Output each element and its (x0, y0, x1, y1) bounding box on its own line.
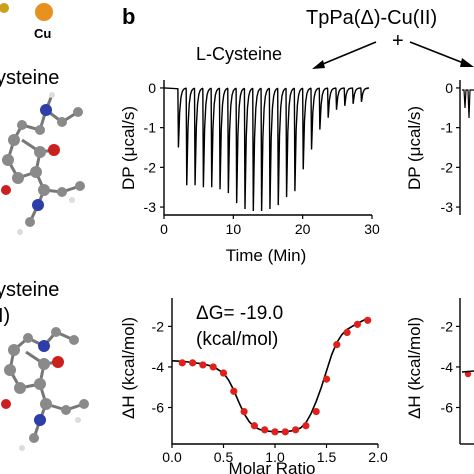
molecule-label-bottom-2: I) (0, 305, 10, 327)
cropped-right-top-tick-label: -2 (441, 159, 454, 175)
integrated-heat-x-tick-label: 0.5 (214, 449, 234, 465)
arrow-right-line (409, 41, 467, 65)
molecule-atoms-bottom (1, 327, 89, 451)
thermogram-x-axis-label: Time (Min) (226, 246, 307, 265)
cropped-right-trace-fragment (462, 89, 474, 119)
molecule-panel: Cu ysteine ysteine I) (0, 3, 89, 451)
cropped-right-top-tick-label: 0 (445, 80, 453, 96)
cropped-right-top-tick-label: -1 (441, 120, 454, 136)
thermogram-y-tick-label: -1 (144, 120, 157, 136)
thermogram-x-tick-label: 30 (364, 221, 380, 237)
data-point (333, 341, 341, 349)
integrated-heat-y-tick-label: -2 (152, 318, 165, 334)
integrated-heat-y-tick-label: -6 (152, 400, 165, 416)
data-point (322, 375, 331, 383)
cu-atom-icon (35, 3, 53, 21)
molecule-label-top: ysteine (0, 67, 59, 89)
cropped-right-panel: DP (μcal/s) ΔH (kcal/mol) 0 -1 -2 -3 -2 -4 -6 (405, 80, 474, 445)
data-points (178, 316, 372, 436)
data-point (189, 359, 197, 367)
integrated-heat-chart: -2 -4 -6 0.0 0.5 1.0 1.5 2.0 ΔG= -19.0 (kcal/mo… (119, 298, 388, 474)
data-point (240, 407, 248, 416)
data-point (292, 426, 300, 434)
data-point (230, 387, 238, 395)
annotation-units: (kcal/mol) (196, 329, 278, 350)
integrated-heat-x-tick-label: 0.0 (162, 449, 182, 465)
data-point (312, 407, 320, 416)
cropped-right-bottom-tick-label: -2 (441, 318, 454, 334)
data-point (219, 369, 228, 377)
molecule-atoms-top (1, 92, 85, 235)
cropped-right-top-tick-label: -3 (441, 199, 454, 215)
integrated-heat-x-tick-label: 2.0 (368, 449, 388, 465)
integrated-heat-axes (168, 298, 379, 448)
thermogram-x-tick-label: 20 (295, 221, 311, 237)
atom-legend-partial-icon (0, 3, 9, 13)
thermogram-x-tick-label: 0 (160, 221, 168, 237)
arrow-left-line (317, 41, 377, 67)
cropped-right-top-ylabel: DP (μcal/s) (405, 106, 424, 190)
data-point (271, 428, 279, 436)
thermogram-tick-labels: 0-1-2-30 10 20 30 (144, 80, 380, 237)
integrated-heat-x-tick-label: 1.0 (265, 449, 285, 465)
thermogram-trace (163, 87, 370, 212)
data-point (209, 363, 217, 371)
integrated-heat-y-axis-label: ΔH (kcal/mol) (119, 317, 138, 419)
header-title: TpPa(Δ)-Cu(II) (306, 7, 437, 29)
data-point (250, 422, 258, 430)
data-point (261, 426, 269, 434)
integrated-heat-y-tick-label: -4 (152, 359, 165, 375)
data-point (364, 316, 372, 324)
integrated-heat-x-axis-label: Molar Ratio (229, 459, 316, 474)
header-plus: + (392, 30, 404, 52)
data-point (178, 359, 186, 367)
cropped-right-data-point (464, 370, 472, 378)
thermogram-y-tick-label: 0 (148, 80, 156, 96)
arrow-left-head (312, 60, 325, 69)
thermogram-y-tick-label: -3 (144, 199, 157, 215)
cropped-right-bottom-ylabel: ΔH (kcal/mol) (405, 317, 424, 419)
cropped-right-tick-labels: 0 -1 -2 -3 -2 -4 -6 (441, 80, 460, 416)
cropped-right-fit-fragment (461, 370, 474, 373)
arrow-label: L-Cysteine (196, 44, 282, 64)
thermogram-y-tick-label: -2 (144, 159, 157, 175)
thermogram-axes (160, 80, 373, 219)
data-point (353, 320, 361, 328)
panel-label: b (122, 4, 135, 29)
arrow-right-head (460, 58, 474, 67)
thermogram-chart: 0-1-2-30 10 20 30 Time (Min) DP (μcal/s) (119, 80, 380, 265)
data-point (343, 328, 351, 337)
cropped-right-bottom-tick-label: -4 (441, 359, 454, 375)
cropped-right-bottom-tick-label: -6 (441, 400, 454, 416)
data-point (302, 422, 310, 430)
integrated-heat-tick-labels: -2 -4 -6 0.0 0.5 1.0 1.5 2.0 (152, 318, 388, 465)
molecule-label-bottom-1: ysteine (0, 279, 59, 301)
thermogram-x-tick-label: 10 (226, 221, 242, 237)
integrated-heat-x-tick-label: 1.5 (317, 449, 337, 465)
data-point (199, 361, 207, 369)
thermogram-y-axis-label: DP (μcal/s) (119, 106, 138, 190)
cu-atom-label: Cu (34, 26, 51, 41)
annotation-delta-g: ΔG= -19.0 (196, 303, 283, 324)
data-point (281, 428, 289, 436)
